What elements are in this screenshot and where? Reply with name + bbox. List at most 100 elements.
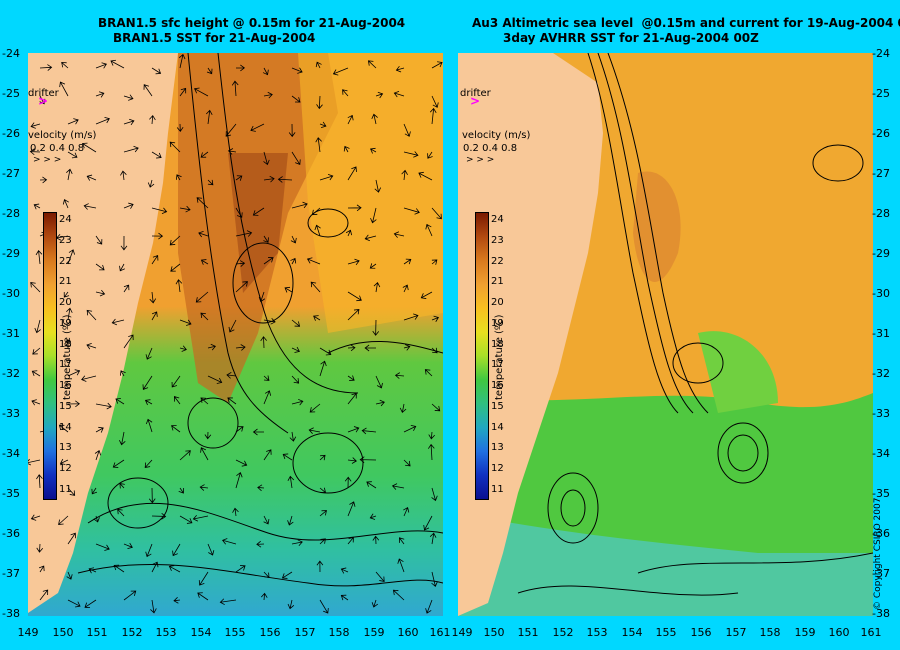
velocity-arrow (123, 334, 134, 349)
y-tick: -26 (2, 127, 20, 140)
velocity-arrow (263, 318, 276, 325)
velocity-arrow (142, 375, 153, 390)
velocity-label-right: velocity (m/s) (462, 130, 531, 141)
velocity-arrow (175, 279, 183, 293)
velocity-arrow (308, 427, 321, 434)
velocity-arrow (227, 397, 237, 405)
colorbar-tick: 21 (491, 276, 504, 288)
velocity-arrow (170, 263, 181, 272)
colorbar-tick: 19 (491, 317, 504, 329)
y-tick: -27 (872, 167, 890, 180)
velocity-arrow (147, 179, 155, 188)
velocity-arrow (399, 403, 407, 414)
y-tick: -29 (2, 247, 20, 260)
drifter-marker-right: > (470, 94, 481, 108)
velocity-arrow (120, 235, 128, 251)
velocity-arrow (393, 90, 405, 98)
velocity-arrow (403, 344, 411, 351)
velocity-arrow (227, 148, 237, 155)
velocity-arrow (174, 396, 181, 405)
velocity-arrow (306, 257, 321, 265)
colorbar-tick: 13 (59, 442, 72, 454)
velocity-arrow (95, 116, 110, 125)
velocity-arrow (179, 515, 193, 524)
x-tick: 157 (725, 626, 747, 639)
velocity-arrow (429, 532, 437, 545)
y-tick: -37 (2, 567, 20, 580)
velocity-arrow (81, 375, 97, 382)
colorbar-tick: 16 (59, 380, 72, 392)
velocity-arrow (33, 203, 41, 210)
y-tick: -28 (2, 207, 20, 220)
velocity-arrow (282, 453, 293, 461)
x-tick: 161 (860, 626, 882, 639)
velocity-arrow (403, 151, 419, 158)
velocity-arrow (290, 257, 297, 265)
velocity-arrow (84, 599, 97, 609)
velocity-arrow (263, 257, 274, 265)
velocity-arrow (289, 431, 297, 442)
velocity-arrow (394, 372, 405, 379)
velocity-arrows-left: > > > (33, 155, 62, 165)
velocity-arrow (200, 447, 209, 461)
velocity-arrow (123, 145, 139, 153)
x-tick: 149 (17, 626, 39, 639)
velocity-arrow (148, 487, 156, 504)
y-tick: -27 (2, 167, 20, 180)
y-tick: -30 (2, 287, 20, 300)
velocity-arrow (364, 344, 377, 352)
velocity-arrow (86, 174, 97, 181)
velocity-arrow (175, 174, 182, 181)
velocity-arrow (393, 231, 405, 238)
velocity-arrow (198, 571, 209, 586)
velocity-arrow (375, 375, 383, 389)
velocity-arrow (401, 169, 408, 181)
velocity-arrow (403, 207, 420, 215)
velocity-arrow (402, 284, 409, 293)
x-tick: 158 (759, 626, 781, 639)
velocity-arrow (83, 203, 97, 210)
velocity-arrow (369, 513, 377, 520)
temperature-colorbar-right (475, 212, 489, 500)
velocity-arrow (207, 179, 214, 186)
y-tick: -31 (2, 327, 20, 340)
x-tick: 156 (690, 626, 712, 639)
velocity-arrow (123, 590, 137, 601)
temperature-colorbar-left (43, 212, 57, 500)
velocity-arrow (110, 59, 125, 69)
velocity-arrow (347, 258, 360, 266)
colorbar-tick: 22 (59, 255, 72, 267)
velocity-arrow (431, 571, 438, 587)
velocity-arrow (29, 148, 41, 156)
velocity-arrow (428, 431, 435, 440)
y-tick: -32 (2, 367, 20, 380)
velocity-arrow (258, 291, 266, 303)
velocity-arrow (431, 315, 440, 322)
velocity-values-left: 0.2 0.4 0.8 (30, 143, 85, 154)
velocity-arrow (95, 91, 105, 98)
x-tick: 153 (155, 626, 177, 639)
colorbar-tick: 18 (491, 338, 504, 350)
velocity-arrow (347, 426, 360, 433)
velocity-arrow (117, 508, 125, 517)
velocity-arrow (319, 510, 327, 517)
drifter-marker-left: > (38, 94, 49, 108)
x-tick: 158 (328, 626, 350, 639)
velocity-arrow (59, 458, 69, 465)
left-title-line2: BRAN1.5 SST for 21-Aug-2004 (113, 31, 316, 45)
x-tick: 160 (828, 626, 850, 639)
velocity-arrow (151, 311, 158, 321)
right-title-line2: 3day AVHRR SST for 21-Aug-2004 00Z (503, 31, 759, 45)
y-tick: -35 (2, 487, 20, 500)
velocity-arrow (178, 487, 185, 494)
velocity-arrow (310, 281, 321, 293)
velocity-arrow (61, 61, 69, 69)
velocity-arrow (372, 535, 380, 545)
velocity-arrow (207, 343, 217, 351)
x-tick: 156 (259, 626, 281, 639)
velocity-arrow (256, 540, 265, 548)
velocity-arrow (319, 599, 329, 614)
velocity-arrow (207, 543, 215, 556)
velocity-arrow (30, 514, 41, 521)
velocity-arrow (67, 118, 79, 125)
